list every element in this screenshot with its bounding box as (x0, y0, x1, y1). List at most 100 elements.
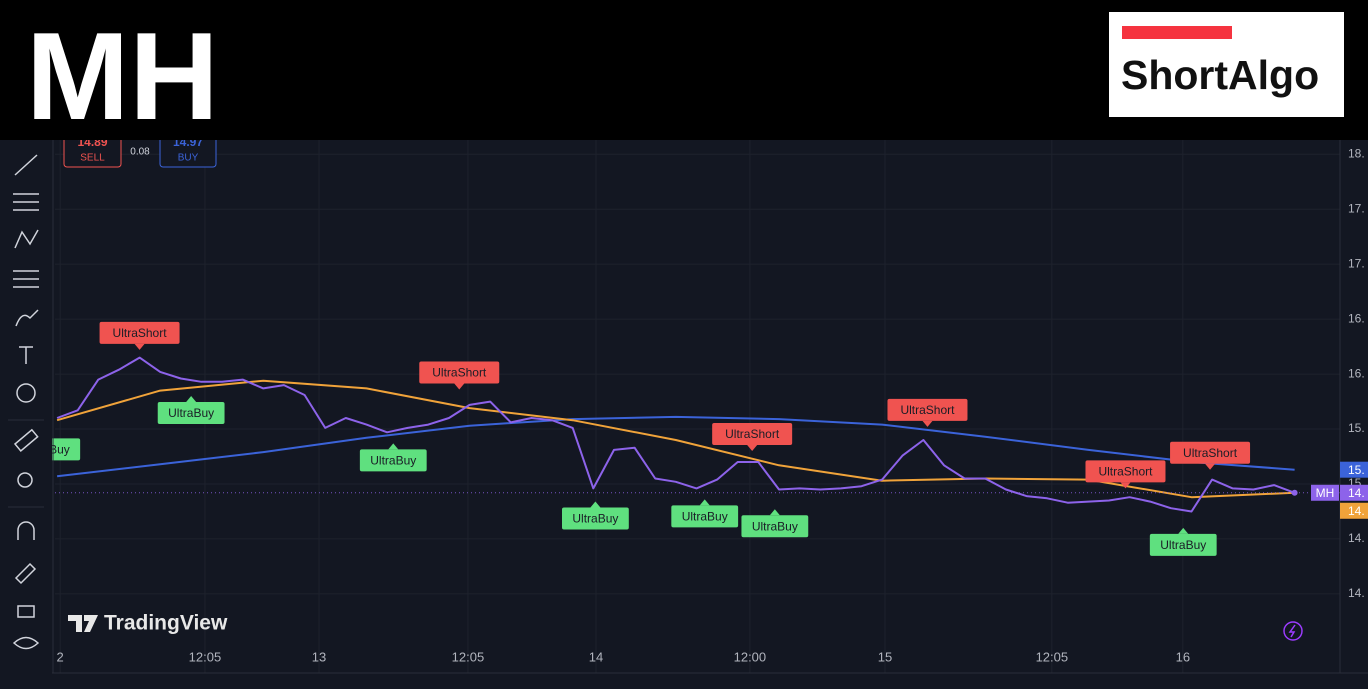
forecast-tool[interactable] (13, 270, 39, 288)
signal-box (419, 361, 500, 384)
signal-label: UltraBuy (1160, 538, 1206, 552)
signal: UltraShort (419, 361, 500, 390)
price-line (56, 415, 1295, 478)
watermark-text: TradingView (104, 612, 228, 635)
toolbar-background (0, 140, 52, 689)
signal-label: UltraShort (900, 403, 955, 417)
signal-box (99, 321, 180, 344)
price-label-name-box (1311, 484, 1339, 501)
price-label-box (1340, 461, 1368, 478)
trend-line-tool[interactable] (14, 154, 38, 176)
signal-marker (922, 420, 933, 427)
signal-box (887, 398, 968, 421)
toolbar (0, 140, 54, 689)
signal-marker (699, 499, 710, 506)
x-tick-label: 12:05 (452, 649, 485, 664)
lock-drawing-tool[interactable] (14, 562, 37, 585)
y-tick-label: 16. (1348, 366, 1365, 380)
y-tick-label: 17. (1348, 256, 1365, 270)
symbol: MH (26, 8, 219, 146)
lock-tool[interactable] (17, 605, 35, 618)
magnet-tool[interactable] (17, 521, 35, 540)
last-point (1291, 489, 1298, 496)
x-tick-label: 13 (312, 649, 326, 664)
y-tick-label: 16. (1348, 311, 1365, 325)
signal-label: UltraShort (113, 326, 168, 340)
x-tick-label: 12:00 (734, 649, 767, 664)
signal-marker (590, 501, 601, 508)
signal-box (359, 449, 427, 472)
price-label: 15. (1348, 463, 1365, 477)
signal: UltraBuy (1149, 527, 1217, 556)
signal-marker (747, 445, 758, 452)
signal: UltraBuy (359, 443, 427, 472)
signal-marker (1205, 463, 1216, 470)
price-label: 14. (1348, 486, 1365, 500)
alert-icon[interactable] (1283, 621, 1303, 641)
signal-label: UltraBuy (168, 406, 214, 420)
header: MH ShortAlgo (0, 0, 1368, 146)
x-tick-label: 14 (589, 649, 603, 664)
sell-label: SELL (80, 153, 105, 164)
signal-marker (134, 343, 145, 350)
signal: UltraShort (99, 321, 180, 350)
signal-marker (454, 383, 465, 390)
alert-circle[interactable] (1283, 621, 1303, 641)
text-tool[interactable] (19, 346, 33, 364)
signal: UltraBuy (562, 501, 629, 530)
signal-label: UltraBuy (572, 512, 618, 526)
price-label-box (1340, 484, 1368, 501)
y-tick-label: 18. (1348, 146, 1365, 160)
signal-box (157, 402, 225, 425)
signal: UltraShort (1085, 460, 1166, 489)
signal-label: UltraShort (725, 427, 780, 441)
signal-box (1170, 441, 1251, 464)
zoom-tool[interactable] (17, 472, 33, 488)
watermark: TradingView (68, 612, 228, 635)
spread: 0.08 (130, 147, 150, 158)
alert-bolt[interactable] (1288, 624, 1296, 638)
signal: UltraBuy (157, 396, 225, 425)
signal: UltraShort (1170, 441, 1251, 470)
logo-text: ShortAlgo (1121, 52, 1319, 98)
signal: UltraShort (712, 423, 793, 452)
y-tick-label: 14. (1348, 531, 1365, 545)
signal-label: UltraShort (1183, 446, 1238, 460)
price-label-box (1340, 502, 1368, 519)
signal: UltraBuy (741, 509, 809, 538)
visibility-tool[interactable] (12, 636, 40, 650)
x-tick-label: 2 (57, 649, 64, 664)
x-tick-label: 16 (1176, 649, 1190, 664)
plot: UltraBuy UltraShort UltraBuy UltraBuy UltraS… (13, 140, 1340, 673)
y-tick-label: 14. (1348, 586, 1365, 600)
signal-marker (186, 396, 197, 403)
signal-box (712, 423, 793, 446)
signal-box (1085, 460, 1166, 483)
pattern-tool[interactable] (14, 229, 39, 249)
x-tick-label: 12:05 (1036, 649, 1069, 664)
signal-label: UltraShort (432, 366, 487, 380)
signal-marker (1178, 527, 1189, 534)
signal-box (741, 515, 809, 538)
signal-box (562, 507, 629, 530)
fib-tool[interactable] (13, 193, 39, 211)
signal-label: UltraBuy (752, 519, 798, 533)
emoji-tool[interactable] (16, 383, 36, 403)
watermark-logo (68, 615, 98, 632)
y-tick-label: 17. (1348, 201, 1365, 215)
chart-background (0, 140, 1368, 689)
signal-marker (388, 443, 399, 450)
signal-marker (1120, 482, 1131, 489)
logo-bar (1122, 26, 1232, 39)
signal: UltraShort (887, 398, 968, 427)
price-label: 14. (1348, 504, 1365, 518)
y-tick-label: 15. (1348, 421, 1365, 435)
brush-tool[interactable] (15, 309, 39, 327)
ruler-tool[interactable] (13, 428, 39, 452)
signal-label: UltraBuy (682, 510, 728, 524)
price-label-name: MH (1316, 486, 1335, 500)
buy-label: BUY (178, 153, 199, 164)
x-tick-label: 15 (878, 649, 892, 664)
price-line (56, 356, 1295, 513)
